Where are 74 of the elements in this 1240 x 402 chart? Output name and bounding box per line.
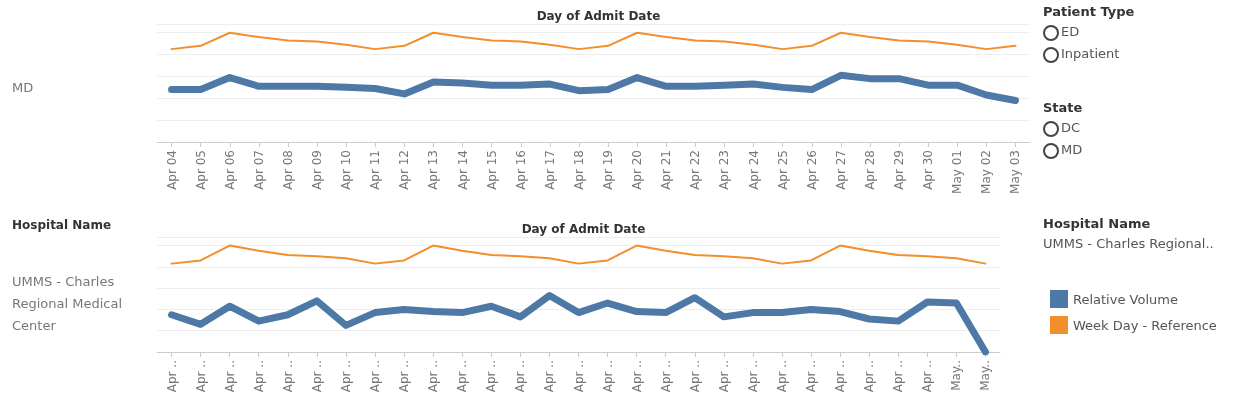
x-tick-label: Apr 11 xyxy=(368,150,383,190)
x-tick-label: Apr .. xyxy=(193,360,208,393)
x-tick-label: Apr .. xyxy=(513,360,528,393)
x-tick-label: Apr .. xyxy=(251,360,266,393)
x-tick-label: Apr 12 xyxy=(397,150,412,190)
x-tick-label: Apr 23 xyxy=(717,150,732,190)
x-tick-label: Apr 13 xyxy=(426,150,441,190)
chart-title: Day of Admit Date xyxy=(521,222,646,236)
text: State xyxy=(1043,100,1083,115)
x-tick-label: Apr 28 xyxy=(862,150,877,190)
x-tick-label: Apr .. xyxy=(658,360,673,393)
x-tick-label: Apr .. xyxy=(542,360,557,393)
x-tick-label: Apr 14 xyxy=(455,150,470,190)
x-tick-label: Apr 05 xyxy=(193,150,208,190)
x-tick-label: Apr 29 xyxy=(892,150,907,190)
x-tick-label: Apr 10 xyxy=(339,150,354,190)
x-tick-label: Apr 19 xyxy=(601,150,616,190)
x-tick-label: Apr .. xyxy=(629,360,644,393)
x-tick-label: May 03 xyxy=(1008,150,1023,194)
x-tick-label: Apr .. xyxy=(687,360,702,393)
x-tick-label: Apr .. xyxy=(338,360,353,393)
text: Inpatient xyxy=(1060,46,1120,63)
text: Hospital Name xyxy=(1043,216,1151,231)
x-tick-label: Apr 21 xyxy=(659,150,674,190)
x-tick-label: May.. xyxy=(978,360,993,391)
x-tick-label: Apr 16 xyxy=(513,150,528,190)
x-tick-label: Apr .. xyxy=(222,360,237,393)
text: UMMS - Charles Regional.. xyxy=(1043,236,1214,251)
x-tick-label: Apr .. xyxy=(774,360,789,393)
text: MD xyxy=(1060,142,1083,159)
y-axis-title: MD xyxy=(12,79,34,95)
x-tick-label: Apr .. xyxy=(455,360,470,393)
x-tick-label: Apr 17 xyxy=(542,150,557,190)
x-tick-label: Apr 25 xyxy=(775,150,790,190)
x-tick-label: May 01 xyxy=(950,150,965,194)
x-tick-label: Apr 06 xyxy=(222,150,237,190)
x-tick-label: Apr 30 xyxy=(921,150,936,190)
x-tick-label: Apr .. xyxy=(164,360,179,393)
x-tick-label: Apr .. xyxy=(833,360,848,393)
x-tick-label: Apr 26 xyxy=(804,150,819,190)
chart-title: Day of Admit Date xyxy=(536,9,661,23)
x-tick-label: Apr 15 xyxy=(484,150,499,190)
x-tick-label: Apr .. xyxy=(891,360,906,393)
x-tick-label: Apr .. xyxy=(716,360,731,393)
x-tick-label: Apr 18 xyxy=(571,150,586,190)
x-tick-label: Apr .. xyxy=(571,360,586,393)
x-tick-label: May.. xyxy=(949,360,964,391)
legend-label: Week Day - Reference xyxy=(1073,317,1217,333)
x-tick-label: Apr 09 xyxy=(310,150,325,190)
x-tick-label: Apr 22 xyxy=(688,150,703,190)
x-tick-label: Apr 24 xyxy=(746,150,761,190)
text: ED xyxy=(1060,24,1080,41)
text: Hospital Name xyxy=(12,218,112,232)
x-tick-label: Apr .. xyxy=(804,360,819,393)
y-axis-title: UMMS - Charles Regional Medical Center xyxy=(12,274,127,333)
x-tick-label: May 02 xyxy=(979,150,994,194)
text: Patient Type xyxy=(1043,4,1135,19)
x-tick-label: Apr .. xyxy=(484,360,499,393)
x-tick-label: Apr .. xyxy=(309,360,324,393)
x-tick-label: Apr 27 xyxy=(833,150,848,190)
x-tick-label: Apr .. xyxy=(745,360,760,393)
x-tick-label: Apr 07 xyxy=(251,150,266,190)
x-tick-label: Apr 08 xyxy=(280,150,295,190)
x-tick-label: Apr .. xyxy=(397,360,412,393)
x-tick-label: Apr .. xyxy=(600,360,615,393)
x-tick-label: Apr .. xyxy=(862,360,877,393)
legend-label: Relative Volume xyxy=(1073,291,1178,307)
x-tick-label: Apr 20 xyxy=(630,150,645,190)
text: DC xyxy=(1060,120,1081,137)
x-tick-label: Apr .. xyxy=(920,360,935,393)
x-tick-label: Apr .. xyxy=(280,360,295,393)
x-tick-label: Apr 04 xyxy=(164,150,179,190)
x-tick-label: Apr .. xyxy=(368,360,383,393)
x-tick-label: Apr .. xyxy=(426,360,441,393)
